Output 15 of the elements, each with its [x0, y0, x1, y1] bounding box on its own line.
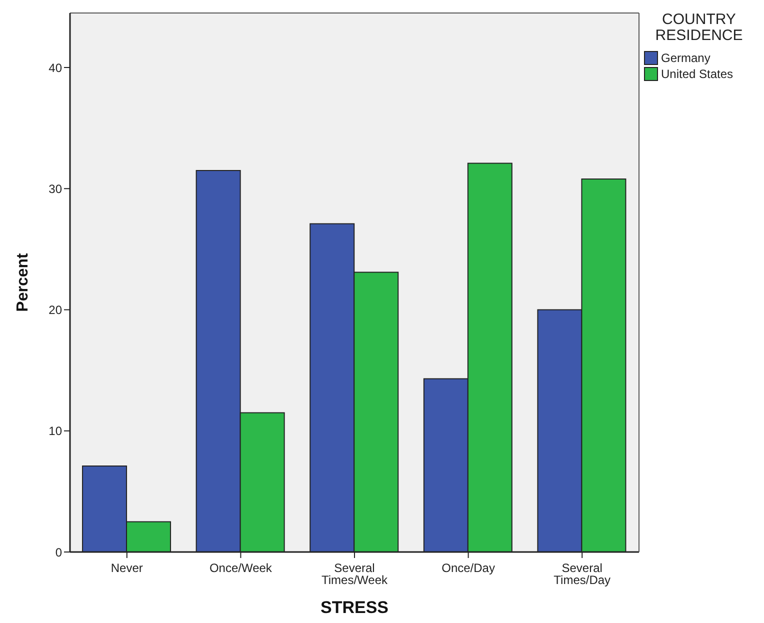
y-tick-label: 0 — [55, 545, 62, 560]
legend-title: COUNTRY RESIDENCE — [654, 11, 744, 44]
y-axis-title: Percent — [14, 252, 32, 312]
y-tick-label: 30 — [48, 182, 62, 196]
x-tick-label: Once/Day — [442, 561, 495, 575]
x-tick-label: Never — [110, 561, 143, 575]
legend-label: Germany — [661, 51, 710, 65]
legend-label: United States — [661, 67, 734, 81]
y-tick-label: 40 — [48, 60, 62, 75]
x-axis-title: STRESS — [320, 598, 389, 617]
y-tick-label: 20 — [48, 303, 62, 318]
x-tick-label: Once/Week — [209, 561, 273, 575]
y-tick-label: 10 — [48, 424, 62, 438]
x-tick-label: Several Times/Week — [321, 561, 389, 587]
x-tick-label: Several Times/Day — [554, 561, 611, 587]
